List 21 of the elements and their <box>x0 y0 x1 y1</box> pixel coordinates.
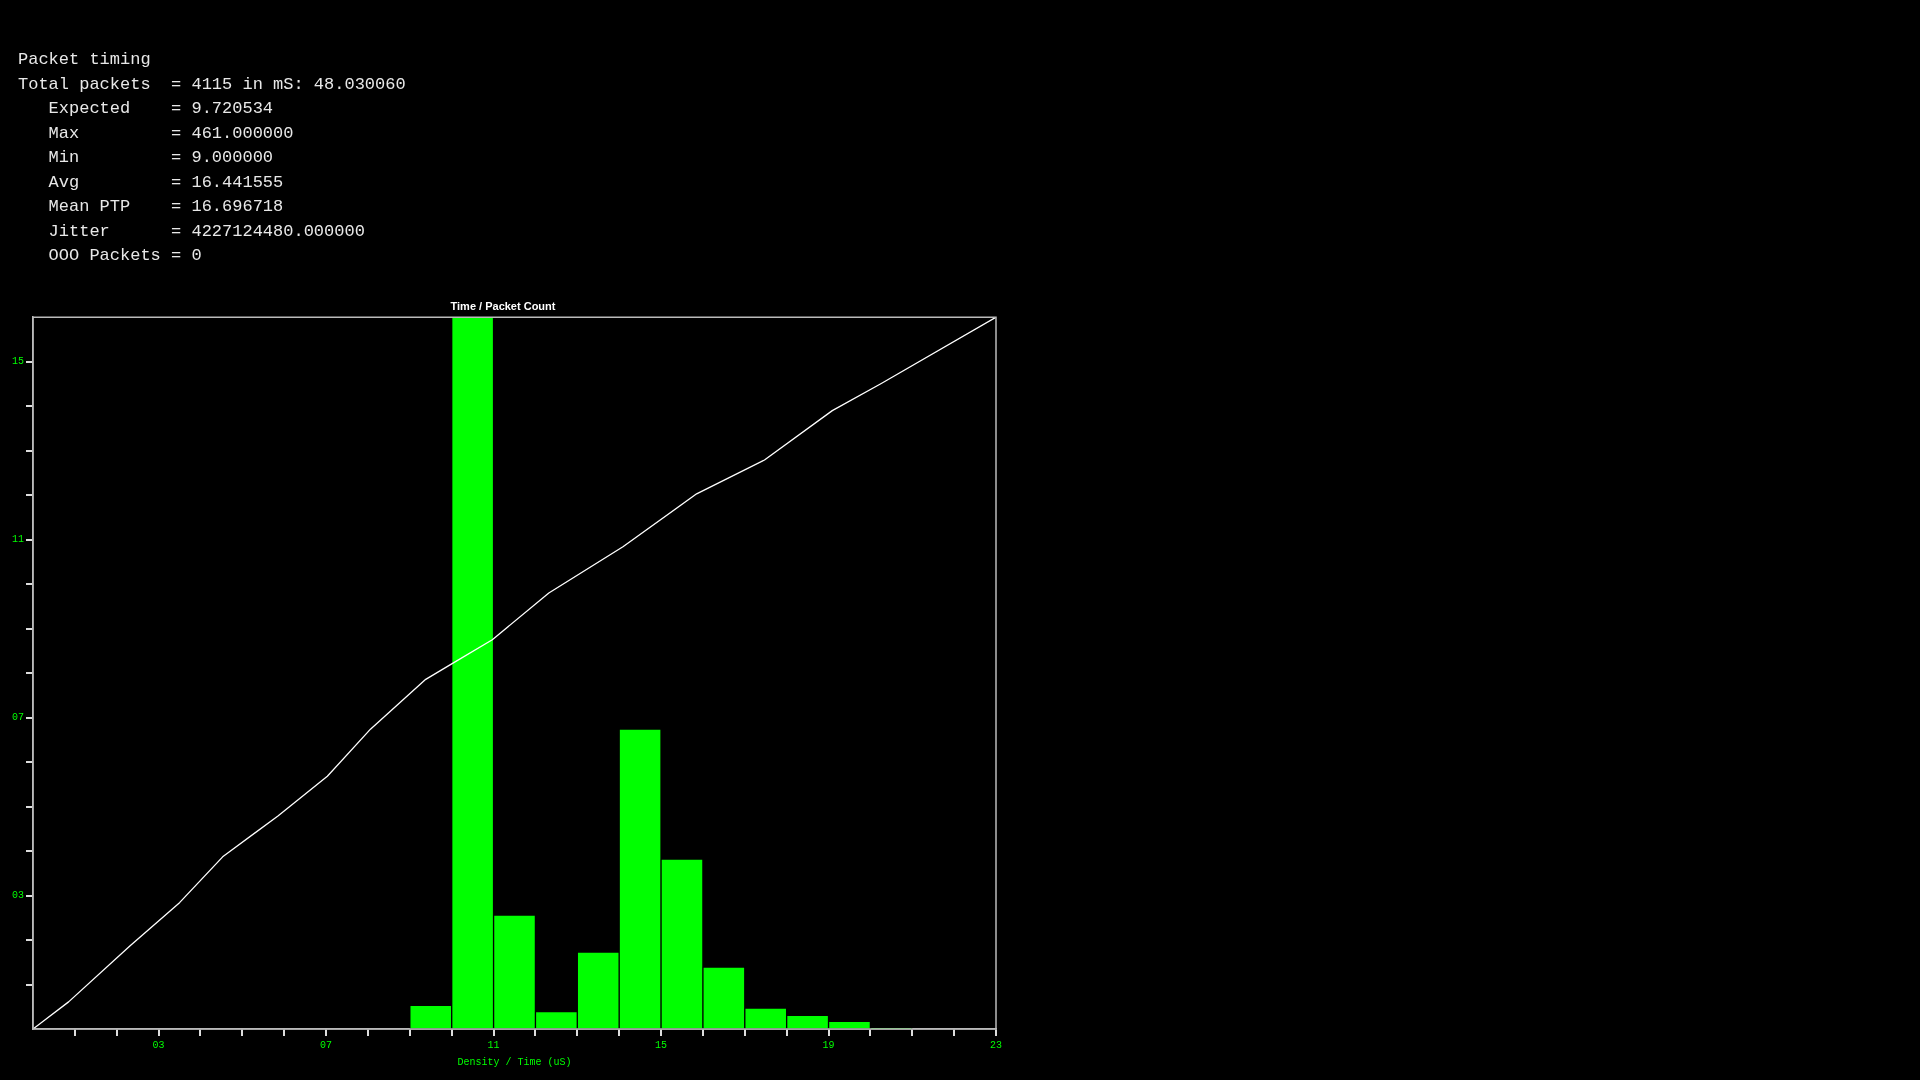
y-tick-label: 07 <box>11 712 24 724</box>
text: Max = 461.000000 <box>47 122 295 145</box>
x-tick-label: 19 <box>822 1039 835 1051</box>
x-tick-label: 03 <box>152 1039 165 1051</box>
text: Mean PTP = 16.696718 <box>47 196 285 218</box>
x-tick-label: 07 <box>320 1039 333 1051</box>
x-axis-title: Density / Time (uS) <box>457 1056 572 1068</box>
text: Total packets = 4115 in mS: 48.030060 <box>18 73 406 96</box>
text: Jitter = 4227124480.000000 <box>47 220 366 243</box>
chart-title: Time / Packet Count <box>450 299 556 312</box>
x-tick-label: 11 <box>487 1039 500 1051</box>
y-tick-label: 15 <box>11 356 24 368</box>
y-tick-label: 03 <box>11 890 24 902</box>
text: Avg = 16.441555 <box>47 171 285 194</box>
text: OOO Packets = 0 <box>47 245 203 267</box>
y-tick-label: 11 <box>11 534 24 546</box>
x-tick-label: 15 <box>655 1039 668 1051</box>
text: Expected = 9.720534 <box>47 98 275 120</box>
x-tick-label: 23 <box>989 1039 1003 1051</box>
text: Min = 9.000000 <box>47 147 275 169</box>
text: Packet timing <box>18 49 152 71</box>
